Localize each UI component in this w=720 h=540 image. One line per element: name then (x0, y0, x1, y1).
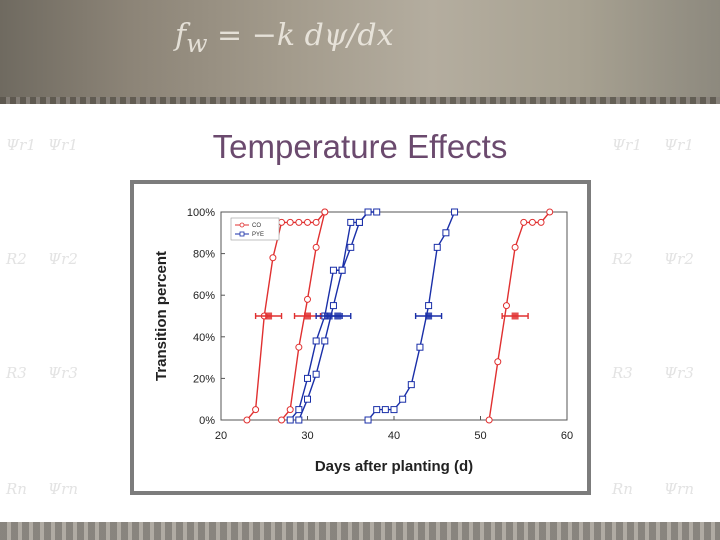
footer-edge-decoration (0, 522, 720, 540)
data-point (373, 406, 381, 414)
data-point (494, 358, 502, 366)
data-point (390, 406, 398, 414)
data-point (295, 218, 303, 226)
x-tick-label: 30 (301, 430, 313, 442)
data-point (304, 295, 311, 303)
data-point (347, 218, 355, 226)
legend-entry: PYE (252, 232, 264, 238)
y-tick-label: 20% (193, 373, 215, 385)
data-point (278, 416, 286, 424)
legend-entry: CO (252, 223, 261, 229)
background-pattern: R3 (6, 364, 27, 382)
x-tick-label: 40 (388, 430, 400, 442)
legend-swatch-marker (239, 231, 245, 237)
background-pattern: Ψr2 (664, 250, 694, 268)
data-point (286, 218, 294, 226)
data-point (546, 208, 554, 216)
data-point (451, 208, 459, 216)
data-point (373, 208, 381, 216)
midpoint-marker (511, 312, 519, 320)
y-tick-label: 40% (193, 332, 215, 344)
data-point (295, 416, 303, 424)
background-pattern: Ψrn (664, 480, 694, 498)
background-pattern: R2 (6, 250, 27, 268)
data-point (399, 395, 407, 403)
background-pattern: Rn (6, 480, 27, 498)
data-point (286, 416, 294, 424)
data-point (355, 218, 363, 226)
data-point (321, 337, 329, 345)
background-pattern: Rn (612, 480, 633, 498)
background-pattern: Ψr1 (6, 136, 36, 154)
data-point (312, 370, 320, 378)
data-point (312, 243, 320, 251)
data-point (295, 343, 303, 351)
data-point (269, 254, 277, 262)
data-point (329, 302, 337, 310)
background-pattern: Ψr2 (48, 250, 78, 268)
series-line (246, 211, 326, 421)
data-point (442, 229, 450, 237)
y-tick-label: 60% (193, 290, 215, 302)
series-line (289, 211, 369, 421)
data-point (347, 243, 355, 251)
midpoint-marker (334, 312, 342, 320)
data-point (243, 416, 251, 424)
y-tick-label: 0% (199, 415, 215, 427)
data-point (407, 381, 415, 389)
x-tick-label: 50 (474, 430, 486, 442)
background-pattern: Ψr3 (48, 364, 78, 382)
y-tick-label: 80% (193, 249, 215, 261)
slide-title: Temperature Effects (212, 128, 508, 165)
data-point (381, 406, 389, 414)
transition-chart: 0% 20% 40% 60% 80% 100% 20 30 40 50 60 Days after p… (153, 207, 573, 475)
data-point (425, 302, 433, 310)
banner-edge-decoration (0, 97, 720, 104)
background-pattern: Ψrn (48, 480, 78, 498)
data-point (304, 374, 311, 382)
legend-swatch-marker (239, 222, 245, 228)
data-point (304, 395, 311, 403)
data-point (329, 266, 337, 274)
background-pattern: Ψr1 (664, 136, 694, 154)
data-point (295, 406, 303, 414)
background-pattern: R3 (612, 364, 633, 382)
data-point (312, 218, 320, 226)
data-point (364, 416, 372, 424)
data-point (312, 337, 320, 345)
background-pattern: R2 (612, 250, 633, 268)
data-point (286, 406, 294, 414)
background-pattern: Ψr1 (612, 136, 642, 154)
data-point (416, 343, 424, 351)
y-axis-label: Transition percent (153, 251, 170, 381)
x-tick-label: 60 (561, 430, 573, 442)
data-point (338, 266, 346, 274)
data-point (502, 302, 510, 310)
midpoint-marker (304, 312, 311, 320)
x-axis-label: Days after planting (d) (315, 458, 473, 475)
header-banner-image: fw = −k dψ/dx (0, 0, 720, 104)
midpoint-marker (425, 312, 433, 320)
data-point (485, 416, 493, 424)
data-point (304, 218, 311, 226)
x-tick-label: 20 (215, 430, 227, 442)
data-point (278, 218, 286, 226)
midpoint-marker (265, 312, 273, 320)
background-pattern: Ψr3 (664, 364, 694, 382)
data-point (321, 208, 329, 216)
data-point (520, 218, 528, 226)
series-line (298, 211, 377, 421)
background-pattern: Ψr1 (48, 136, 78, 154)
chart-frame: 0% 20% 40% 60% 80% 100% 20 30 40 50 60 Days after p… (130, 180, 591, 495)
data-point (433, 243, 441, 251)
data-point (528, 218, 536, 226)
data-point (252, 406, 260, 414)
data-point (511, 243, 519, 251)
data-point (364, 208, 372, 216)
y-tick-label: 100% (187, 207, 215, 219)
banner-formula-picture: fw = −k dψ/dx (175, 18, 394, 58)
data-point (537, 218, 545, 226)
